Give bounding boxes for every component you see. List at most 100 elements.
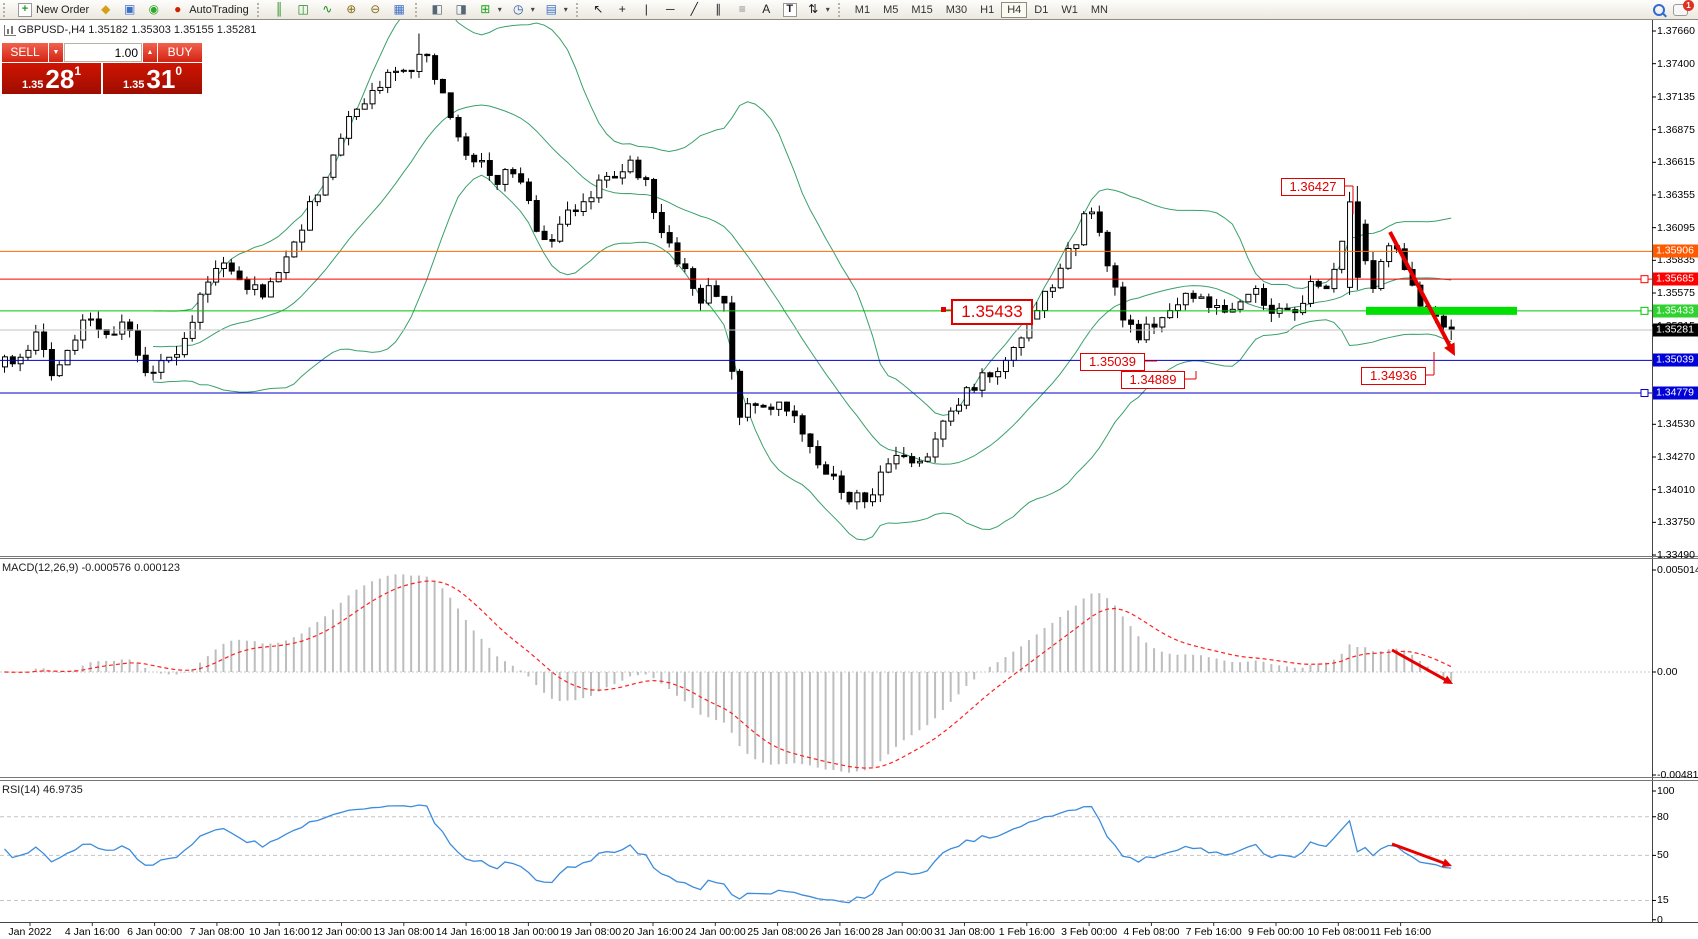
template-icon: ▤: [545, 2, 557, 16]
time-axis-label: 10 Feb 08:00: [1307, 926, 1370, 938]
zoom-out-button[interactable]: ⊖: [364, 1, 387, 19]
red-trend-arrow[interactable]: [1391, 842, 1448, 866]
price-callout-label[interactable]: 1.35039: [1080, 353, 1145, 371]
red-trend-arrow[interactable]: [1388, 231, 1454, 351]
time-axis-label: 11 Feb 16:00: [1370, 926, 1432, 938]
arrange-horizontal-icon: ◨: [455, 2, 467, 16]
time-axis-label: 12 Jan 00:00: [311, 926, 372, 938]
sell-price-sup: 1: [74, 64, 82, 78]
text-label-icon: T: [782, 2, 797, 17]
arrange-horizontal-button[interactable]: ◨: [450, 1, 473, 19]
rsi-axis-tick: 0: [1657, 913, 1663, 926]
rsi-axis-tick: 50: [1657, 849, 1669, 862]
timeframe-m5[interactable]: M5: [883, 3, 899, 16]
timeframe-h1[interactable]: H1: [980, 3, 995, 16]
price-callout-label[interactable]: 1.35433: [951, 299, 1033, 325]
bar-chart-button[interactable]: ║: [268, 1, 291, 19]
buy-button[interactable]: BUY: [158, 43, 202, 62]
price-callout-label[interactable]: 1.34889: [1121, 371, 1185, 389]
buy-price-small: 1.35: [122, 79, 145, 91]
market-watch-icon: ▣: [124, 2, 136, 16]
timeframe-m30[interactable]: M30: [945, 3, 968, 16]
notifications-icon[interactable]: 1: [1673, 0, 1694, 16]
chevron-down-icon: ▾: [530, 5, 535, 14]
line-handle[interactable]: [1640, 306, 1649, 315]
price-axis-tick: 1.34010: [1657, 483, 1695, 496]
volume-increase-button[interactable]: ▲: [143, 43, 157, 62]
autotrading-button[interactable]: ● AutoTrading: [166, 1, 253, 19]
autotrading-button-label: AutoTrading: [189, 3, 249, 16]
template-button[interactable]: ▤ ▾: [540, 1, 572, 19]
crosshair-button[interactable]: +: [611, 1, 634, 19]
trendline-button[interactable]: ╱: [683, 1, 706, 19]
timeframe-h4[interactable]: H4: [1001, 1, 1028, 18]
vertical-line-icon: |: [644, 2, 648, 16]
bar-chart-icon: ║: [274, 2, 284, 16]
fibonacci-button[interactable]: ≡: [731, 1, 754, 19]
horizontal-line-button[interactable]: ─: [659, 1, 682, 19]
arrows-icon: ⇅: [808, 2, 819, 16]
rsi-axis-tick: 80: [1657, 810, 1669, 823]
price-callout-label[interactable]: 1.36427: [1281, 178, 1345, 196]
arrows-button[interactable]: ⇅ ▾: [802, 1, 834, 19]
timeframe-w1[interactable]: W1: [1061, 3, 1078, 16]
line-chart-button[interactable]: ∿: [316, 1, 339, 19]
time-axis-label: 18 Jan 00:00: [498, 926, 559, 938]
sell-price-display[interactable]: 1.35 28 1: [2, 63, 101, 94]
search-icon[interactable]: [1653, 3, 1665, 16]
zoom-out-icon: ⊖: [370, 2, 381, 16]
time-axis-label: 14 Jan 16:00: [435, 926, 497, 938]
period-button[interactable]: ◷ ▾: [507, 1, 539, 19]
signals-icon: ◉: [148, 2, 159, 16]
arrange-vertical-icon: ◧: [431, 2, 443, 16]
line-handle[interactable]: [1640, 389, 1649, 398]
equidistant-channel-button[interactable]: ∥: [707, 1, 730, 19]
text-label-button[interactable]: T: [779, 1, 801, 19]
cursor-button[interactable]: ↖: [587, 1, 610, 19]
buy-price-sup: 0: [175, 64, 183, 78]
price-callout-label[interactable]: 1.34936: [1361, 367, 1426, 385]
sell-button[interactable]: SELL: [2, 43, 48, 62]
green-highlight-band[interactable]: [1366, 306, 1517, 315]
price-axis-marker: 1.35281: [1653, 323, 1698, 337]
red-trend-arrow[interactable]: [1391, 648, 1450, 683]
market-watch-icon[interactable]: ▣: [118, 1, 141, 19]
price-axis-tick: 1.34530: [1657, 418, 1695, 431]
price-axis-tick: 1.36095: [1657, 221, 1695, 234]
line-handle[interactable]: [1640, 275, 1649, 284]
zoom-in-button[interactable]: ⊕: [340, 1, 363, 19]
price-axis-tick: 1.36875: [1657, 123, 1695, 136]
vertical-line-button[interactable]: |: [635, 1, 658, 19]
buy-price-big: 31: [146, 64, 176, 94]
tile-windows-icon: ▦: [393, 2, 405, 16]
new-order-button[interactable]: + New Order: [14, 1, 93, 19]
volume-decrease-button[interactable]: ▼: [49, 43, 63, 62]
arrange-vertical-button[interactable]: ◧: [426, 1, 449, 19]
signals-icon[interactable]: ◉: [142, 1, 165, 19]
text-button[interactable]: A: [755, 1, 778, 19]
volume-down-icon: ▼: [52, 49, 60, 56]
price-axis-marker: 1.35906: [1653, 244, 1698, 258]
volume-up-icon: ▲: [146, 49, 154, 56]
timeframe-mn[interactable]: MN: [1090, 3, 1108, 16]
time-axis-label: 10 Jan 16:00: [248, 926, 310, 938]
new-chart-button[interactable]: ⊞ ▾: [474, 1, 506, 19]
tile-windows-button[interactable]: ▦: [388, 1, 411, 19]
chevron-down-icon: ▾: [497, 5, 502, 14]
candle-chart-icon: ◫: [297, 2, 309, 16]
candle-chart-button[interactable]: ◫: [292, 1, 315, 19]
timeframe-m1[interactable]: M1: [854, 3, 871, 16]
timeframe-m15[interactable]: M15: [911, 3, 933, 16]
cursor-icon: ↖: [593, 2, 604, 16]
price-axis-marker: 1.35685: [1653, 272, 1698, 286]
timeframe-d1[interactable]: D1: [1034, 3, 1049, 16]
expert-advisors-icon[interactable]: ◆: [94, 1, 117, 19]
symbol-ohlc-label: GBPUSD-,H4 1.35182 1.35303 1.35155 1.352…: [18, 24, 257, 36]
rsi-axis-tick: 15: [1657, 894, 1669, 907]
buy-price-display[interactable]: 1.35 31 0: [103, 63, 202, 94]
volume-input[interactable]: [64, 43, 142, 62]
time-axis-label: Jan 2022: [8, 926, 52, 938]
time-axis-label: 19 Jan 08:00: [560, 926, 622, 938]
